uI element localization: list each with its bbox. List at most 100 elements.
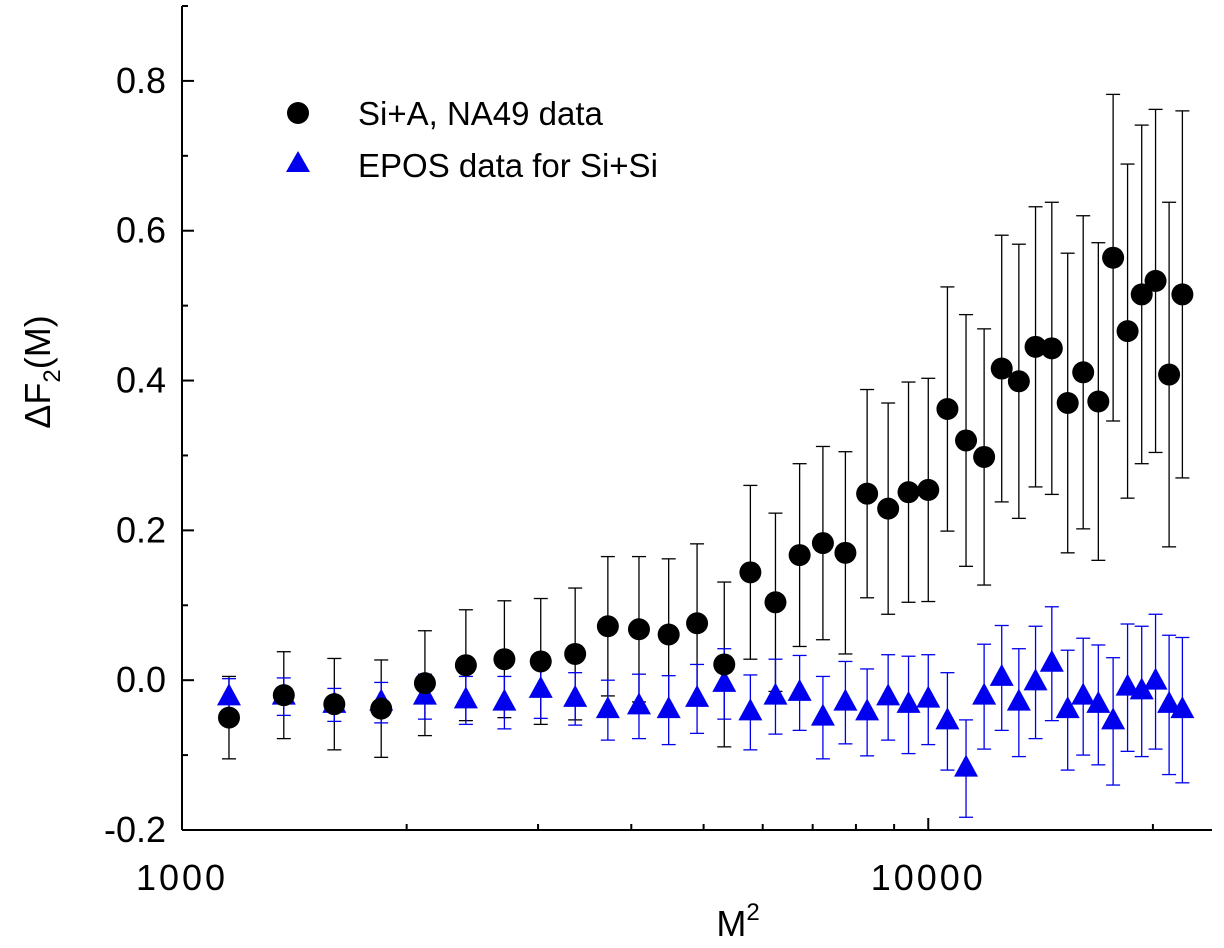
y-tick-label: 0.2 [116, 509, 166, 550]
data-point-circle [1102, 246, 1125, 269]
data-point-triangle [954, 754, 979, 777]
data-point-circle [493, 648, 516, 671]
data-point-circle [936, 398, 959, 421]
y-tick-label: 0.6 [116, 210, 166, 251]
x-axis-label-main: M [716, 903, 746, 944]
data-point-triangle [1170, 696, 1195, 719]
data-point-circle [1158, 363, 1181, 386]
data-point-triangle [1086, 690, 1111, 713]
data-point-triangle [916, 685, 941, 708]
data-point-triangle [972, 682, 997, 705]
data-point-circle [739, 561, 762, 584]
data-point-circle [955, 429, 978, 452]
data-point-circle [990, 357, 1013, 380]
data-point-triangle [738, 698, 763, 721]
data-point-triangle [685, 684, 710, 707]
data-point-circle [529, 650, 552, 673]
data-point-circle [217, 706, 240, 729]
data-point-circle [713, 653, 736, 676]
data-point-triangle [626, 692, 651, 715]
data-point-triangle [1101, 707, 1126, 730]
data-point-triangle [1129, 677, 1154, 700]
legend-marker-triangle [286, 151, 310, 172]
data-point-circle [877, 497, 900, 520]
legend-label-series-1: Si+A, NA49 data [358, 95, 604, 132]
legend-label-series-2: EPOS data for Si+Si [358, 147, 658, 184]
data-point-circle [1072, 361, 1095, 384]
data-point-circle [1056, 392, 1079, 415]
data-point-circle [973, 445, 996, 468]
x-axis-label-sup: 2 [746, 899, 759, 926]
data-point-triangle [1039, 649, 1064, 672]
data-point-circle [1024, 335, 1047, 358]
data-point-circle [564, 642, 587, 665]
data-point-circle [1144, 269, 1167, 292]
data-point-triangle [656, 696, 681, 719]
data-point-triangle [563, 684, 588, 707]
data-point-triangle [1071, 682, 1096, 705]
data-point-triangle [712, 669, 737, 692]
data-point-triangle [216, 683, 241, 706]
data-point-triangle [1055, 696, 1080, 719]
y-tick-label: -0.2 [104, 809, 166, 850]
y-tick-label: 0.8 [116, 60, 166, 101]
y-tick-label: 0.4 [116, 360, 166, 401]
data-markers [216, 246, 1195, 777]
data-point-triangle [763, 682, 788, 705]
tick-marks [181, 5, 1154, 831]
data-point-triangle [492, 688, 517, 711]
tick-labels: -0.2 0.0 0.2 0.4 0.6 0.8 1000 10000 [104, 60, 986, 898]
data-point-triangle [810, 703, 835, 726]
data-point-circle [1087, 390, 1110, 413]
data-point-circle [856, 482, 879, 505]
data-point-circle [657, 623, 680, 646]
data-point-circle [627, 618, 650, 641]
data-point-triangle [1006, 688, 1031, 711]
legend: Si+A, NA49 data EPOS data for Si+Si [286, 95, 658, 184]
data-point-circle [686, 612, 709, 635]
data-point-circle [811, 532, 834, 555]
data-point-circle [454, 654, 477, 677]
data-point-triangle [1023, 668, 1048, 691]
data-point-triangle [595, 696, 620, 719]
data-point-circle [272, 684, 295, 707]
data-point-triangle [989, 663, 1014, 686]
data-point-circle [1116, 320, 1139, 343]
data-point-circle [370, 697, 393, 720]
y-axis-label-sub: 2 [39, 369, 66, 382]
data-point-triangle [896, 690, 921, 713]
y-tick-label: 0.0 [116, 659, 166, 700]
data-point-circle [323, 693, 346, 716]
x-tick-label: 10000 [871, 857, 986, 898]
data-point-circle [1007, 370, 1030, 393]
data-point-triangle [528, 675, 553, 698]
y-axis-label: ΔF2(M) [17, 315, 66, 428]
data-point-circle [1130, 283, 1153, 306]
y-axis-label-main: ΔF [17, 383, 58, 429]
data-point-triangle [833, 688, 858, 711]
data-point-triangle [1157, 690, 1182, 713]
data-point-triangle [1115, 673, 1140, 696]
data-point-circle [1171, 283, 1194, 306]
data-point-circle [917, 478, 940, 501]
data-point-triangle [787, 678, 812, 701]
data-point-triangle [453, 686, 478, 709]
data-point-circle [788, 544, 811, 567]
data-point-circle [897, 481, 920, 504]
data-point-circle [413, 672, 436, 695]
data-point-circle [764, 591, 787, 614]
y-axis-label-tail: (M) [17, 315, 58, 369]
legend-marker-circle [287, 102, 309, 124]
axes [181, 6, 1212, 831]
data-point-circle [834, 541, 857, 564]
data-point-circle [1040, 337, 1063, 360]
data-point-triangle [855, 698, 880, 721]
data-point-triangle [935, 707, 960, 730]
data-point-circle [596, 615, 619, 638]
x-tick-label: 1000 [136, 857, 228, 898]
data-point-triangle [876, 683, 901, 706]
error-bars [221, 93, 1190, 818]
data-point-triangle [1143, 667, 1168, 690]
x-axis-label: M2 [716, 899, 759, 944]
